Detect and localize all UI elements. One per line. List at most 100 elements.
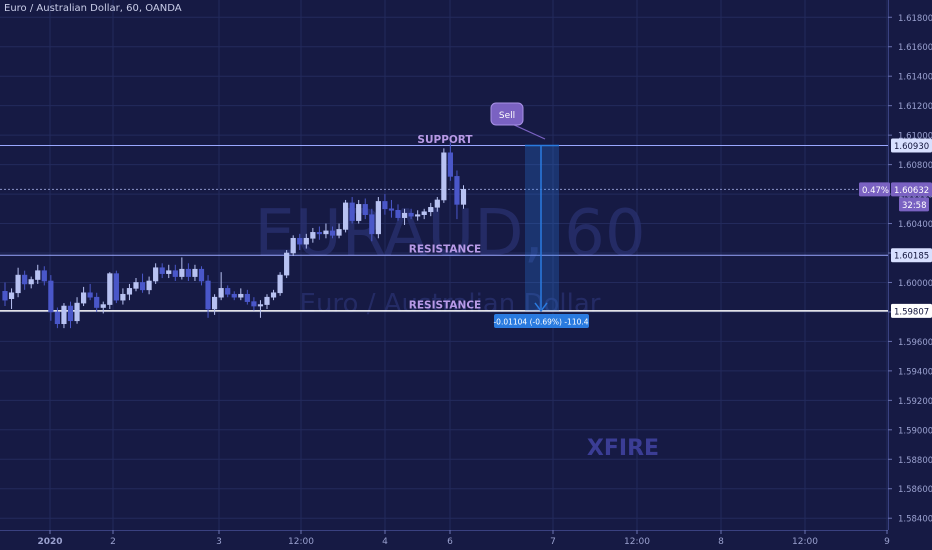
candle-body	[133, 282, 139, 289]
current-change-badge-bg	[859, 182, 890, 197]
candle-body	[87, 292, 93, 298]
candle-body	[297, 237, 303, 245]
candle-body	[401, 212, 408, 218]
candle-body	[447, 152, 454, 177]
candle-body	[356, 204, 362, 221]
candle-body	[375, 201, 381, 235]
candle-body	[388, 208, 395, 211]
candle-body	[310, 232, 316, 239]
candle-body	[185, 268, 192, 277]
candle-body	[323, 230, 329, 235]
candle-body	[113, 273, 119, 301]
candle-body	[428, 207, 434, 213]
candles	[2, 142, 467, 329]
candle-body	[342, 202, 349, 230]
callout-bubble[interactable]	[490, 102, 524, 126]
price-tick-label: 1.61600	[898, 43, 932, 53]
candle-body	[264, 296, 270, 305]
candle-body	[238, 293, 244, 298]
candle-body	[349, 202, 355, 221]
candle-body	[8, 292, 15, 299]
candle-body	[336, 229, 342, 236]
time-tick-label: 4	[382, 537, 388, 547]
price-tick-label: 1.61800	[898, 14, 932, 24]
candle-body	[257, 304, 264, 307]
candle-body	[179, 268, 185, 277]
price-tick-label: 1.59200	[898, 397, 932, 407]
time-tick-label: 8	[718, 537, 724, 547]
time-tick-label: 12:00	[288, 537, 314, 547]
candle-body	[284, 252, 290, 276]
level-label: RESISTANCE	[409, 244, 481, 256]
candle-body	[94, 296, 100, 308]
candle-body	[329, 230, 336, 236]
price-tick-label: 1.58800	[898, 456, 932, 466]
current-price-badge: 1.60632	[894, 186, 929, 196]
candle-body	[120, 293, 126, 301]
candle-body	[244, 293, 250, 302]
price-tick-label: 1.58600	[898, 485, 932, 495]
price-tick-label: 1.58400	[898, 515, 932, 525]
resistance-price-badge: 1.60185	[894, 252, 929, 262]
candle-body	[277, 274, 283, 294]
symbol-title[interactable]: Euro / Australian Dollar, 60, OANDA	[4, 3, 182, 14]
candle-body	[212, 296, 218, 310]
candle-body	[395, 209, 401, 218]
candle-body	[225, 288, 231, 295]
sell-projection[interactable]: -0.01104 (-0.69%) -110.4 Sell	[490, 102, 589, 328]
candle-body	[382, 201, 388, 210]
time-tick-label: 12:00	[624, 537, 650, 547]
time-tick-label: 2020	[37, 537, 62, 547]
candle-body	[74, 302, 80, 322]
candle-body	[139, 282, 146, 291]
grid	[0, 0, 888, 530]
price-tick-label: 1.59000	[898, 426, 932, 436]
price-tick-label: 1.61400	[898, 73, 932, 83]
candle-body	[454, 176, 460, 205]
countdown-badge-bg	[899, 197, 929, 212]
candle-body	[146, 280, 152, 291]
candle-body	[369, 214, 375, 235]
callout-pointer	[511, 123, 546, 140]
candle-body	[408, 212, 414, 217]
time-tick-label: 12:00	[792, 537, 818, 547]
price-badges: 1.60930 1.60185 1.59807 0.47% 1.60632 32:58	[859, 138, 932, 318]
candle-body	[81, 292, 87, 304]
candle-body	[218, 288, 224, 298]
price-axis-bg	[888, 0, 932, 530]
time-axis[interactable]: 2020 2 3 12:00 4 6 7 12:00 8 12:00 9	[0, 530, 932, 550]
candle-body	[54, 311, 60, 325]
projection-range[interactable]	[525, 145, 559, 311]
candle-body	[270, 292, 277, 298]
resistance-price-badge-bg	[891, 248, 932, 263]
candle-body	[441, 152, 447, 201]
time-tick-label: 9	[884, 537, 890, 547]
price-tick-label: 1.60000	[898, 279, 932, 289]
time-tick-label: 6	[447, 537, 453, 547]
current-price-badge-bg	[891, 182, 932, 197]
support-price-badge-bg	[891, 138, 932, 153]
candle-body	[35, 270, 41, 280]
price-tick-label: 1.59600	[898, 338, 932, 348]
candle-body	[198, 268, 205, 282]
price-tick-label: 1.61000	[898, 132, 932, 142]
callout-text: Sell	[499, 111, 515, 121]
candle-body	[159, 267, 165, 274]
candle-body	[100, 304, 106, 308]
candle-body	[15, 274, 21, 294]
price-tick-label: 1.60800	[898, 161, 932, 171]
measure-label: -0.01104 (-0.69%) -110.4	[493, 318, 588, 327]
price-tick-label: 1.61200	[898, 102, 932, 112]
time-tick-label: 2	[110, 537, 116, 547]
candle-body	[166, 270, 172, 274]
candle-body	[61, 305, 67, 325]
candle-body	[67, 305, 74, 322]
time-axis-bg	[0, 530, 932, 550]
level-label: RESISTANCE	[409, 299, 481, 311]
candle-body	[415, 214, 421, 217]
price-axis[interactable]: 1.61800 1.61600 1.61400 1.61200 1.61000 1.608…	[888, 0, 932, 530]
candle-body	[231, 293, 237, 298]
support-price-badge: 1.60930	[894, 142, 929, 152]
candle-body	[22, 274, 28, 285]
